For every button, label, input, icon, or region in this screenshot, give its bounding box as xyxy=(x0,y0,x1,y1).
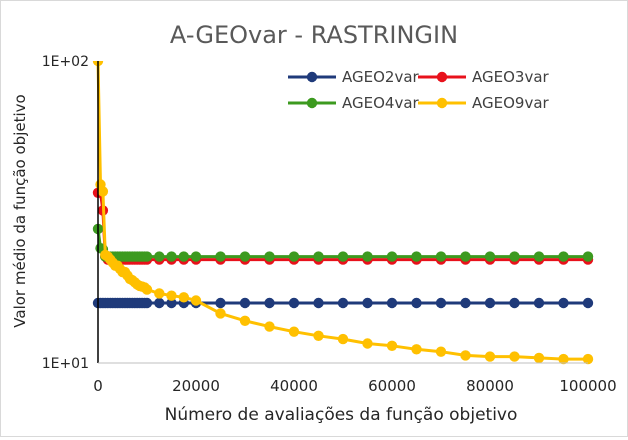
data-point-AGEO2var xyxy=(533,297,545,309)
data-point-AGEO2var xyxy=(154,297,165,309)
legend-item-AGEO2var: AGEO2var xyxy=(288,68,420,86)
data-point-AGEO4var xyxy=(264,251,275,262)
data-point-AGEO2var xyxy=(215,297,226,309)
x-tick-label: 20000 xyxy=(172,377,220,395)
data-point-AGEO9var xyxy=(154,288,165,299)
data-point-AGEO4var xyxy=(582,251,594,262)
data-point-AGEO4var xyxy=(362,251,373,262)
data-point-AGEO4var xyxy=(288,251,300,262)
data-point-AGEO4var xyxy=(509,251,520,262)
series-AGEO9var xyxy=(92,61,594,365)
legend-marker xyxy=(436,97,448,109)
y-axis-label: Valor médio da função objetivo xyxy=(11,94,29,327)
data-point-AGEO2var xyxy=(509,297,520,309)
data-point-AGEO9var xyxy=(178,292,189,303)
data-point-AGEO9var xyxy=(460,350,471,361)
data-point-AGEO2var xyxy=(337,297,349,309)
data-point-AGEO4var xyxy=(435,251,447,262)
data-point-AGEO2var xyxy=(435,297,447,309)
plot-area xyxy=(92,61,594,365)
series-group xyxy=(92,61,594,365)
data-point-AGEO2var xyxy=(582,297,594,309)
data-point-AGEO9var xyxy=(362,338,373,349)
legend-label: AGEO2var xyxy=(342,68,420,86)
data-point-AGEO2var xyxy=(460,297,471,309)
data-point-AGEO2var xyxy=(411,297,422,309)
data-point-AGEO2var xyxy=(386,297,398,309)
axes: 0 20000 40000 60000 80000 100000 1E+01 1E+02 xyxy=(42,54,617,395)
data-point-AGEO9var xyxy=(582,353,594,365)
x-tick-label: 100000 xyxy=(559,377,616,395)
data-point-AGEO2var xyxy=(558,297,569,309)
series-AGEO2var xyxy=(92,297,594,309)
data-point-AGEO9var xyxy=(239,315,251,326)
x-tick-label: 0 xyxy=(93,377,103,395)
legend-label: AGEO3var xyxy=(472,68,550,86)
data-point-AGEO9var xyxy=(141,284,153,295)
data-point-AGEO9var xyxy=(386,340,398,351)
data-point-AGEO9var xyxy=(97,186,109,197)
data-point-AGEO9var xyxy=(166,290,177,301)
legend-label: AGEO4var xyxy=(342,94,420,112)
data-point-AGEO9var xyxy=(313,330,324,341)
data-point-AGEO2var xyxy=(239,297,251,309)
data-point-AGEO2var xyxy=(313,297,324,309)
data-point-AGEO2var xyxy=(166,297,177,309)
legend-item-AGEO9var: AGEO9var xyxy=(418,94,550,112)
data-point-AGEO9var xyxy=(509,351,520,362)
data-point-AGEO4var xyxy=(178,251,189,262)
data-point-AGEO9var xyxy=(190,295,202,306)
x-tick-label: 60000 xyxy=(368,377,416,395)
series-AGEO4var xyxy=(92,223,594,262)
y-tick-label: 1E+01 xyxy=(42,356,89,372)
data-point-AGEO4var xyxy=(337,251,349,262)
data-point-AGEO4var xyxy=(460,251,471,262)
data-point-AGEO2var xyxy=(264,297,275,309)
data-point-AGEO4var xyxy=(190,251,202,262)
data-point-AGEO4var xyxy=(558,251,569,262)
data-point-AGEO2var xyxy=(141,297,153,309)
data-point-AGEO4var xyxy=(484,251,496,262)
data-point-AGEO4var xyxy=(166,251,177,262)
data-point-AGEO4var xyxy=(141,251,153,262)
chart-title: A-GEOvar - RASTRINGIN xyxy=(170,21,458,49)
legend-label: AGEO9var xyxy=(472,94,550,112)
data-point-AGEO2var xyxy=(362,297,373,309)
data-point-AGEO4var xyxy=(239,251,251,262)
data-point-AGEO4var xyxy=(411,251,422,262)
legend-marker xyxy=(306,71,318,83)
data-point-AGEO9var xyxy=(558,353,569,365)
legend: AGEO2var AGEO3var AGEO4var AGEO9var xyxy=(288,68,550,112)
legend-marker xyxy=(306,97,318,109)
series-line-AGEO3var xyxy=(98,191,588,262)
data-point-AGEO2var xyxy=(288,297,300,309)
data-point-AGEO9var xyxy=(533,352,545,364)
data-point-AGEO9var xyxy=(484,351,496,362)
legend-item-AGEO3var: AGEO3var xyxy=(418,68,550,86)
x-tick-label: 80000 xyxy=(466,377,514,395)
data-point-AGEO4var xyxy=(386,251,398,262)
data-point-AGEO9var xyxy=(215,308,226,319)
data-point-AGEO9var xyxy=(411,344,422,355)
data-point-AGEO9var xyxy=(264,321,275,332)
x-axis-label: Número de avaliações da função objetivo xyxy=(165,405,518,425)
legend-item-AGEO4var: AGEO4var xyxy=(288,94,420,112)
data-point-AGEO4var xyxy=(313,251,324,262)
legend-marker xyxy=(436,71,448,83)
data-point-AGEO2var xyxy=(484,297,496,309)
data-point-AGEO9var xyxy=(435,346,447,357)
data-point-AGEO4var xyxy=(215,251,226,262)
x-tick-label: 40000 xyxy=(270,377,318,395)
data-point-AGEO9var xyxy=(288,326,300,337)
data-point-AGEO4var xyxy=(154,251,165,262)
data-point-AGEO9var xyxy=(337,333,349,345)
data-point-AGEO4var xyxy=(533,251,545,262)
y-tick-label: 1E+02 xyxy=(42,54,89,70)
